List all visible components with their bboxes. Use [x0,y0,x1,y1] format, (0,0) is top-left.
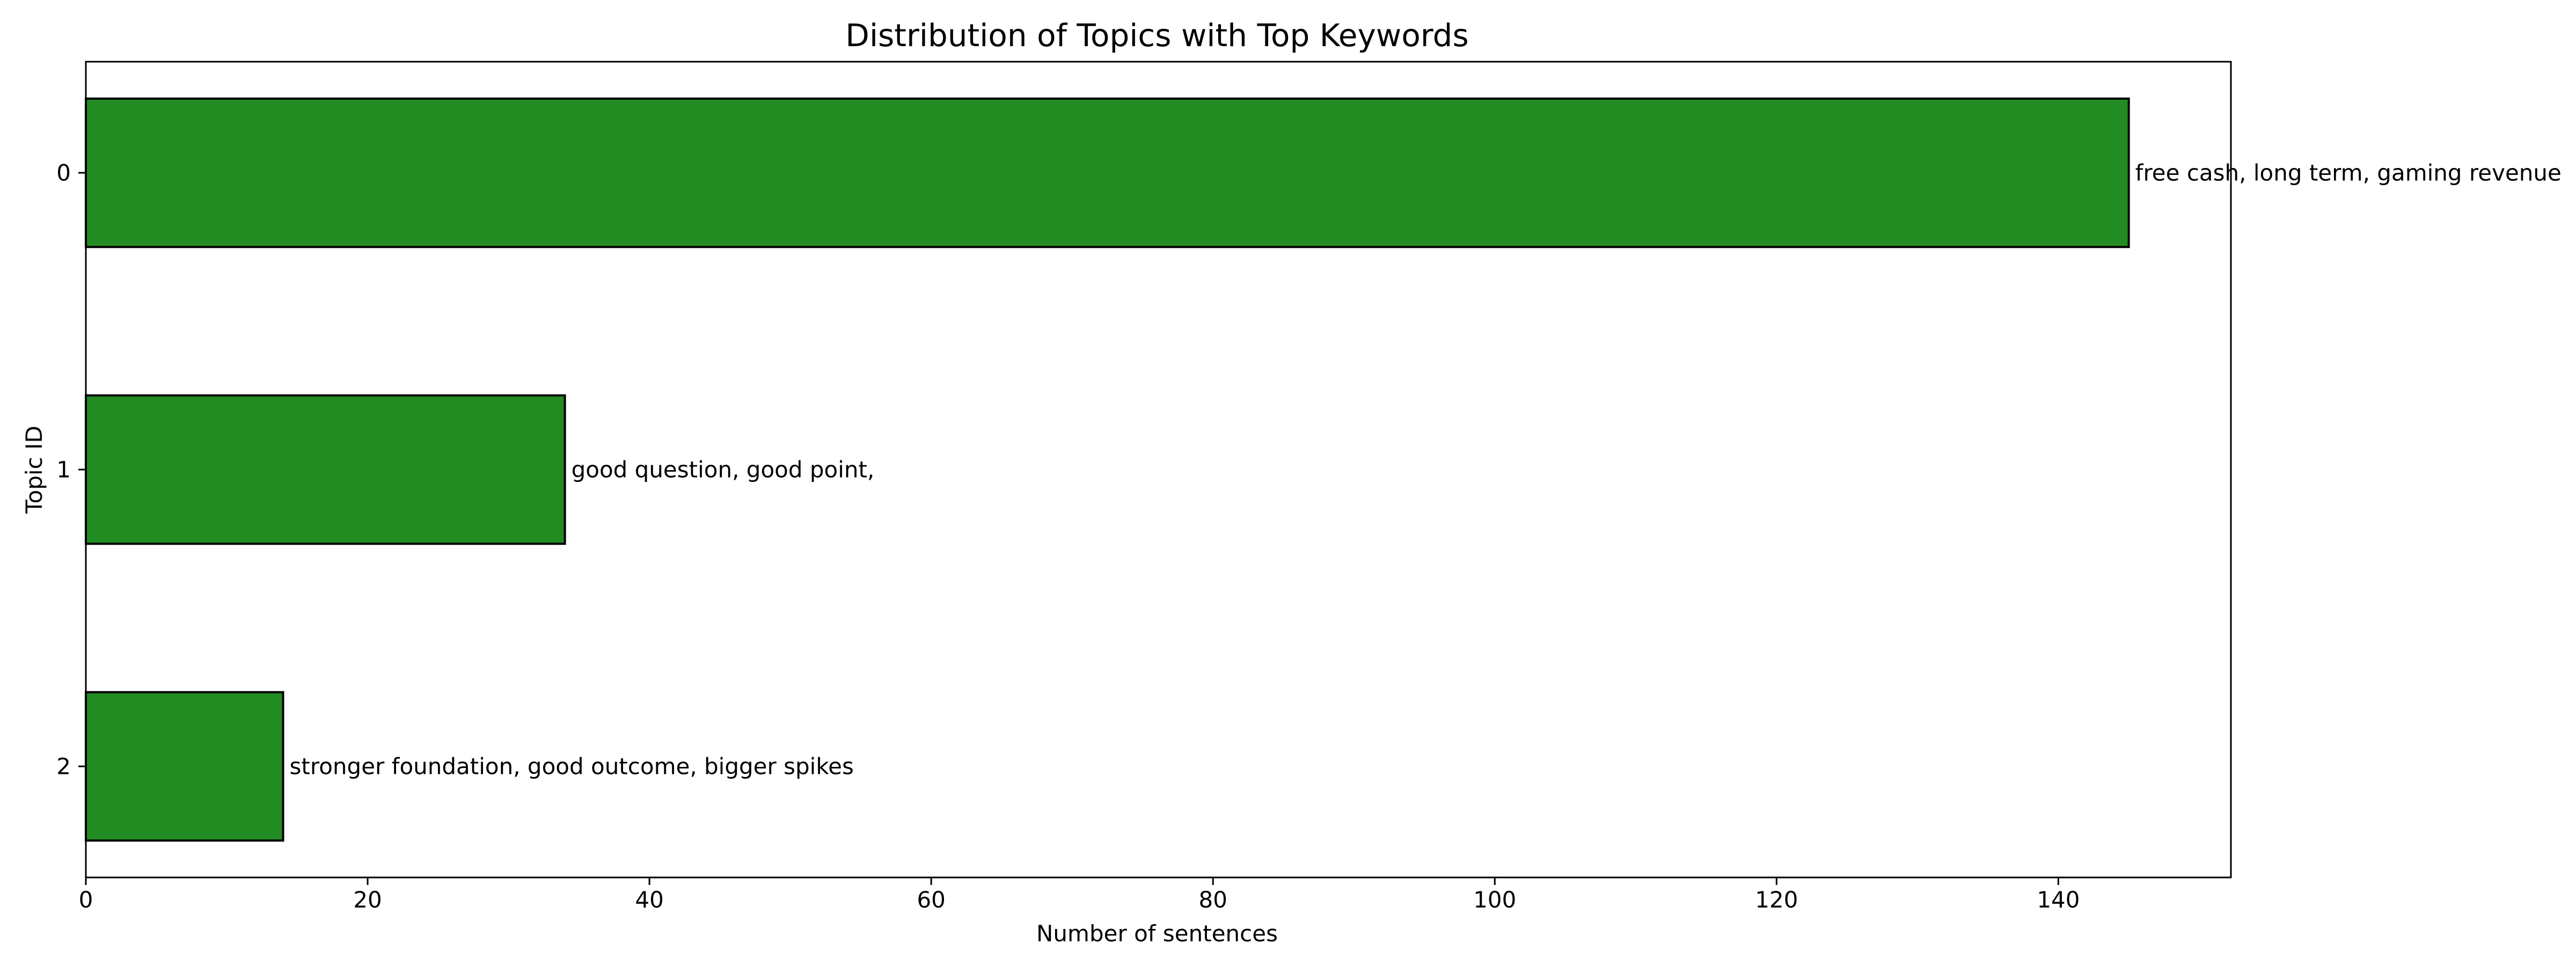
y-axis-label: Topic ID [21,426,47,514]
x-tick-label: 80 [1199,887,1227,913]
x-tick-label: 120 [1755,887,1798,913]
y-tick-label: 2 [56,753,71,780]
bar-label-topic-1: good question, good point, [572,457,875,483]
bar-topic-1 [85,394,566,545]
x-tick-label: 40 [635,887,663,913]
y-tick-label: 1 [56,457,71,483]
bar-annotations: free cash, long term, gaming revenue good… [290,160,2562,780]
x-tick-label: 140 [2037,887,2080,913]
x-axis-ticks: 0 20 40 60 80 100 120 140 [79,877,2080,913]
y-axis-ticks: 0 1 2 [56,160,86,780]
x-axis-label: Number of sentences [1036,920,1278,947]
bar-label-topic-0: free cash, long term, gaming revenue [2135,160,2562,186]
bars [85,97,2130,842]
y-tick-label: 0 [56,160,71,186]
chart-title: Distribution of Topics with Top Keywords [845,17,1468,54]
x-tick-label: 20 [353,887,382,913]
x-tick-label: 100 [1473,887,1516,913]
x-tick-label: 0 [79,887,93,913]
plot-area: free cash, long term, gaming revenue good… [56,61,2562,913]
bar-label-topic-2: stronger foundation, good outcome, bigge… [290,753,854,780]
x-tick-label: 60 [917,887,945,913]
bar-topic-2 [85,691,284,842]
bar-topic-0 [85,97,2130,248]
